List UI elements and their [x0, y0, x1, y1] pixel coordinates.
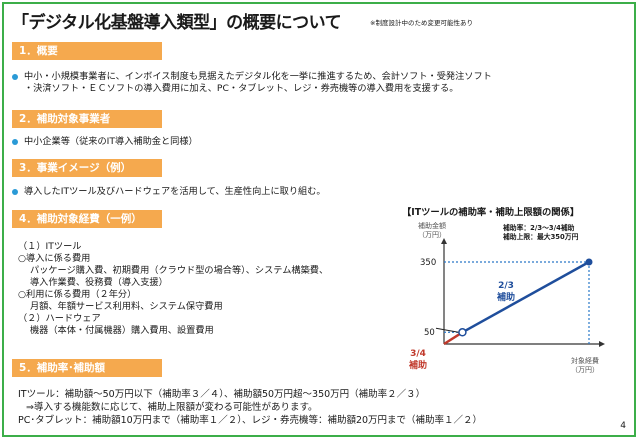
- expense-line: ○導入に係る費用: [18, 253, 91, 264]
- x-axis-label: 対象経費 （万円）: [571, 357, 599, 375]
- overview-line-1: 中小・小規模事業者に、インボイス制度も見据えたデジタル化を一挙に推進するため、会…: [24, 71, 492, 82]
- expenses-list: （１）ITツール ○導入に係る費用 パッケージ購入費、初期費用（クラウド型の場合…: [18, 241, 328, 337]
- bullet-dot-icon: [12, 139, 18, 145]
- expense-line: 導入作業費、役務費（導入支援）: [30, 277, 168, 288]
- chart-plot: [435, 238, 605, 347]
- label-two-thirds-line: 補助: [497, 293, 516, 303]
- image-line: 導入したITツール及びハードウェアを活用して、生産性向上に取り組む。: [24, 186, 326, 197]
- section-header-overview: 1．概要: [12, 42, 162, 60]
- section-header-eligible-expenses: 4．補助対象経費（一例）: [12, 210, 162, 228]
- overview-line-2: ・決済ソフト・ＥＣソフトの導入費用に加え、PC・タブレット、レジ・券売機等の導入…: [24, 83, 459, 94]
- cap-line: 補助上限：最大350万円: [503, 233, 579, 241]
- series-two-thirds-line: [461, 260, 590, 334]
- chart-title: 【ITツールの補助率・補助上限額の関係】: [402, 207, 580, 218]
- subsidy-rate-text: ITツール：補助額～50万円以下（補助率３／４）、補助額50万円超～350万円（…: [18, 388, 482, 427]
- label-two-thirds: 2/3 補助: [497, 280, 515, 304]
- knot-point: [458, 328, 467, 337]
- expense-line: ○利用に係る費用（２年分）: [18, 289, 137, 300]
- x-axis-label-line: 対象経費: [571, 357, 599, 365]
- rate-info: 補助率：2/3～3/4補助 補助上限：最大350万円: [503, 224, 578, 242]
- x-axis-label-line: （万円）: [571, 366, 599, 374]
- page-title: 「デジタル化基盤導入類型」の概要について: [12, 13, 342, 33]
- expense-line: （１）ITツール: [18, 241, 82, 252]
- x-axis-arrow-icon: [599, 341, 605, 347]
- section-header-eligible-businesses: 2．補助対象事業者: [12, 110, 162, 128]
- label-three-quarters-line: 補助: [409, 361, 428, 371]
- expense-line: パッケージ購入費、初期費用（クラウド型の場合等）、システム構築費、: [30, 265, 329, 276]
- section-header-business-image: 3．事業イメージ（例）: [12, 159, 162, 177]
- rate-line: 補助率：2/3～3/4補助: [503, 224, 575, 232]
- design-note: ※制度設計中のため変更可能性あり: [370, 19, 473, 27]
- pointer-line: [435, 327, 459, 333]
- subsidy-line: ITツール：補助額～50万円以下（補助率３／４）、補助額50万円超～350万円（…: [18, 389, 426, 400]
- image-text: 導入したITツール及びハードウェアを活用して、生産性向上に取り組む。: [12, 186, 326, 198]
- y-axis-label-line: （万円）: [418, 231, 446, 239]
- label-three-quarters-line: 3/4: [410, 349, 426, 359]
- page-number: 4: [620, 421, 626, 431]
- eligible-line: 中小企業等（従来のIT導入補助金と同様）: [24, 136, 198, 147]
- y-axis-label-line: 補助金額: [418, 222, 446, 230]
- overview-text: 中小・小規模事業者に、インボイス制度も見据えたデジタル化を一挙に推進するため、会…: [12, 71, 492, 95]
- expense-line: （２）ハードウェア: [18, 313, 101, 324]
- slide: 「デジタル化基盤導入類型」の概要について ※制度設計中のため変更可能性あり 1．…: [2, 2, 636, 437]
- subsidy-line: PC･タブレット：補助額10万円まで（補助率１／２）、レジ・券売機等：補助額20…: [18, 415, 483, 426]
- y-axis-label: 補助金額 （万円）: [418, 222, 446, 240]
- bullet-dot-icon: [12, 74, 18, 80]
- bullet-dot-icon: [12, 189, 18, 195]
- cap-point: [585, 258, 593, 266]
- y-axis-arrow-icon: [441, 238, 447, 244]
- label-three-quarters: 3/4 補助: [409, 348, 427, 372]
- y-tick-50: 50: [424, 328, 435, 338]
- section-header-subsidy-rate: 5．補助率･補助額: [12, 359, 162, 377]
- expense-line: 月額、年額サービス利用料、システム保守費用: [30, 301, 223, 312]
- label-two-thirds-line: 2/3: [498, 281, 514, 291]
- subsidy-line: ⇒導入する機能数に応じて、補助上限額が変わる可能性があります。: [26, 402, 318, 413]
- expense-line: 機器（本体・付属機器）購入費用、設置費用: [30, 325, 214, 336]
- eligible-text: 中小企業等（従来のIT導入補助金と同様）: [12, 136, 198, 148]
- y-tick-350: 350: [420, 258, 437, 268]
